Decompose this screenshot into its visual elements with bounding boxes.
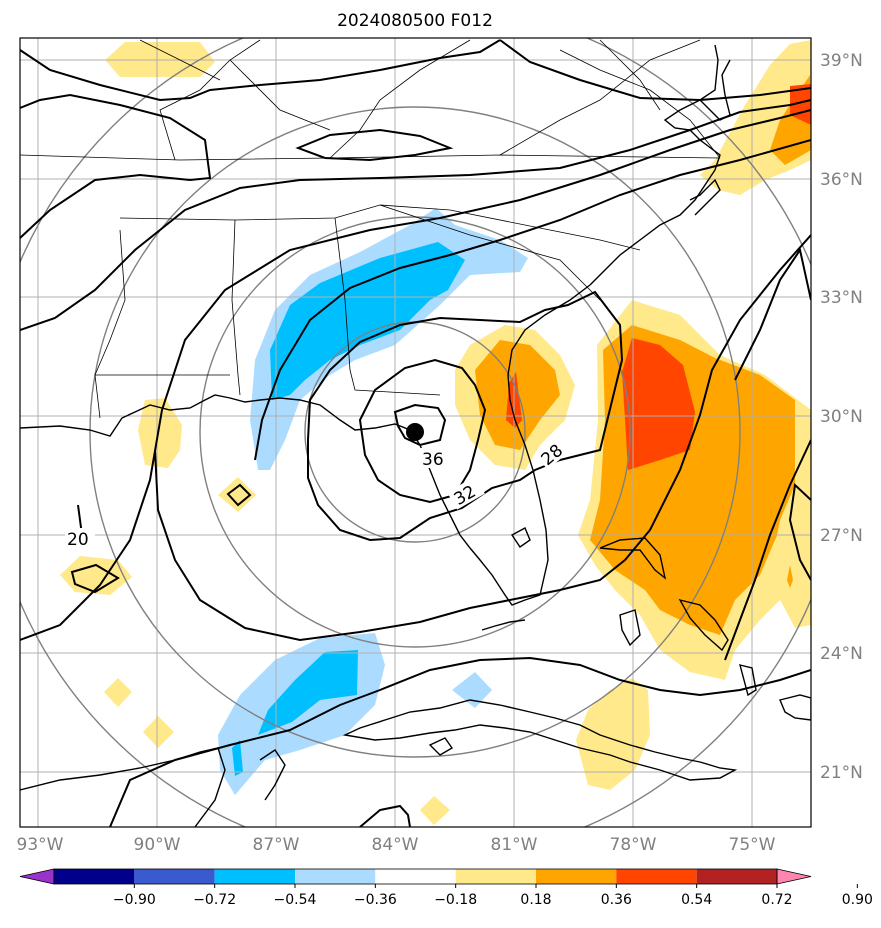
yucatan-east [259,749,286,801]
graticule [20,38,811,827]
contour-south [109,656,811,827]
lat-label-30: 30°N [820,407,863,427]
colorbar-segment [295,869,376,884]
contour-south-2 [359,804,411,827]
lon-label-87: 87°W [253,835,300,855]
contour-west-small [70,563,120,594]
colorbar-segment [134,869,215,884]
colorbar-tick-label: −0.72 [193,892,236,908]
colorbar-tick-label: 0.36 [601,892,632,908]
colorbar-segment [616,869,697,884]
contour-34 [358,358,487,504]
bahamas-4 [739,664,757,697]
colorbar-segment [54,869,135,884]
contour-24 [20,109,811,641]
colorbar-tick-label: −0.18 [434,892,477,908]
colorbar-segment [375,869,456,884]
colorbar: −0.90 −0.72 −0.54 −0.36 −0.18 0.18 0.36 0.54 0.7… [19,868,873,908]
colorbar-extension-high [776,868,812,885]
contour-se [734,247,811,381]
gulf-coast [20,284,591,606]
bahamas-3 [678,598,729,652]
colorbar-tick-label: −0.36 [354,892,397,908]
colorbar-tick-label: −0.90 [113,892,156,908]
colorbar-segment [536,869,617,884]
state-borders [20,39,721,419]
longitude-labels: 93°W 90°W 87°W 84°W 81°W 78°W 75°W [17,835,776,855]
colorbar-segment [696,869,777,884]
map-frame [19,37,812,828]
fill-pos-east-red [622,338,695,470]
cuba [342,699,738,781]
lat-label-21: 21°N [820,763,863,783]
lat-label-33: 33°N [820,288,863,308]
pamlico [689,178,721,216]
latitude-labels: 39°N 36°N 33°N 30°N 27°N 24°N 21°N [820,51,863,783]
colorbar-tick-label: 0.90 [842,892,873,908]
fill-pos-gulf2 [218,477,256,512]
contour-16 [20,93,212,239]
lat-label-27: 27°N [820,526,863,546]
contour-east-2 [788,482,811,581]
fill-neg-sw-inner [258,650,358,735]
colorbar-tick-label: 0.18 [520,892,551,908]
bahamas-2 [619,609,641,647]
colorbar-tick-label: 0.72 [761,892,792,908]
fill-neg-cuba-spot [452,672,492,708]
contour-label-20: 20 [67,530,89,550]
contour-28-north [254,139,811,461]
lon-label-93: 93°W [17,835,64,855]
bahamas-1 [599,537,667,580]
contour-east-trough [724,439,811,661]
contour-32 [307,290,624,542]
negative-anomaly-fill [218,208,528,795]
contour-28 [154,234,811,642]
colorbar-tick-label: −0.54 [274,892,317,908]
contour-top [20,39,501,102]
colorbar-tick-label: 0.54 [681,892,712,908]
lon-label-75: 75°W [729,835,776,855]
contour-west-small2 [226,483,252,507]
contour-36 [393,403,447,447]
lon-label-78: 78°W [610,835,657,855]
fill-pos-west3 [143,716,174,748]
contour-label-36: 36 [422,450,444,470]
lon-label-84: 84°W [372,835,419,855]
lat-label-39: 39°N [820,51,863,71]
lat-label-36: 36°N [820,170,863,190]
hispaniola [779,694,811,721]
storm-center-marker [406,423,424,441]
contour-top-east [499,39,811,102]
fill-neg-ne-outer [250,208,528,470]
map-title: 2024080500 F012 [337,11,493,31]
lon-label-90: 90°W [134,835,181,855]
contours [20,39,811,827]
lon-label-81: 81°W [491,835,538,855]
isle-youth [428,737,454,756]
fill-pos-far-east [772,485,811,628]
fill-pos-west2 [104,678,132,707]
colorbar-extension-low [19,868,55,885]
lake-okeechobee [510,527,531,548]
map-area: 36 32 28 20 [20,38,811,827]
lat-label-24: 24°N [820,644,863,664]
colorbar-segment [214,869,295,884]
fill-pos-south [420,796,450,825]
colorbar-segment [455,869,536,884]
colorbar-frame [53,868,778,885]
fill-neg-sw-spot [232,740,243,776]
fill-pos-far-east-o [787,565,793,588]
fill-neg-ne-inner [270,242,465,400]
keys [481,619,526,631]
contour-20 [20,99,811,331]
contour-small-north [295,128,454,162]
